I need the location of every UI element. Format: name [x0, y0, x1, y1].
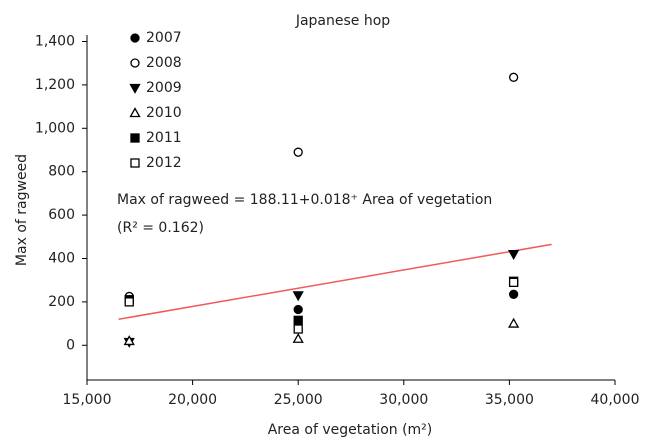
y-tick-label: 1,000 [35, 120, 75, 136]
point [123, 335, 135, 346]
point [293, 147, 303, 157]
trendline [118, 243, 552, 320]
legend-marker [130, 58, 140, 68]
annotation: Max of ragweed = 188.11+0.018⁺ Area of v… [117, 192, 492, 208]
annotation: (R² = 0.162) [117, 220, 204, 236]
x-tick-label: 20,000 [168, 392, 217, 408]
legend-label: 2010 [146, 105, 182, 121]
y-axis-label: Max of ragweed [14, 154, 30, 266]
legend-label: 2008 [146, 55, 182, 71]
legend-marker [130, 133, 140, 143]
legend-label: 2007 [146, 30, 182, 46]
x-tick-label: 40,000 [591, 392, 640, 408]
y-tick-label: 800 [48, 164, 75, 180]
legend-marker [130, 33, 140, 43]
x-axis-label: Area of vegetation (m²) [268, 422, 433, 438]
y-tick-label: 600 [48, 207, 75, 223]
y-tick-label: 200 [48, 294, 75, 310]
point [508, 289, 519, 299]
point [293, 315, 303, 325]
point [292, 332, 304, 343]
legend-label: 2009 [146, 80, 182, 96]
x-tick-label: 15,000 [63, 392, 112, 408]
point [508, 317, 520, 328]
x-tick-label: 35,000 [485, 392, 534, 408]
x-tick-label: 30,000 [379, 392, 428, 408]
chart-title: Japanese hop [295, 13, 390, 29]
point [293, 324, 303, 334]
y-tick-label: 400 [48, 250, 75, 266]
y-tick-label: 1,200 [35, 77, 75, 93]
point [508, 72, 519, 82]
legend-label: 2011 [146, 130, 182, 146]
y-tick-label: 1,400 [35, 34, 75, 50]
y-tick-label: 0 [66, 337, 75, 353]
legend-label: 2012 [146, 155, 182, 171]
legend-marker [130, 158, 140, 168]
point [292, 291, 304, 302]
x-tick-label: 25,000 [274, 392, 323, 408]
point [124, 297, 134, 307]
legend-marker [129, 83, 141, 94]
point [508, 250, 520, 260]
point [293, 304, 303, 315]
point [508, 277, 519, 288]
legend-marker [129, 107, 141, 118]
